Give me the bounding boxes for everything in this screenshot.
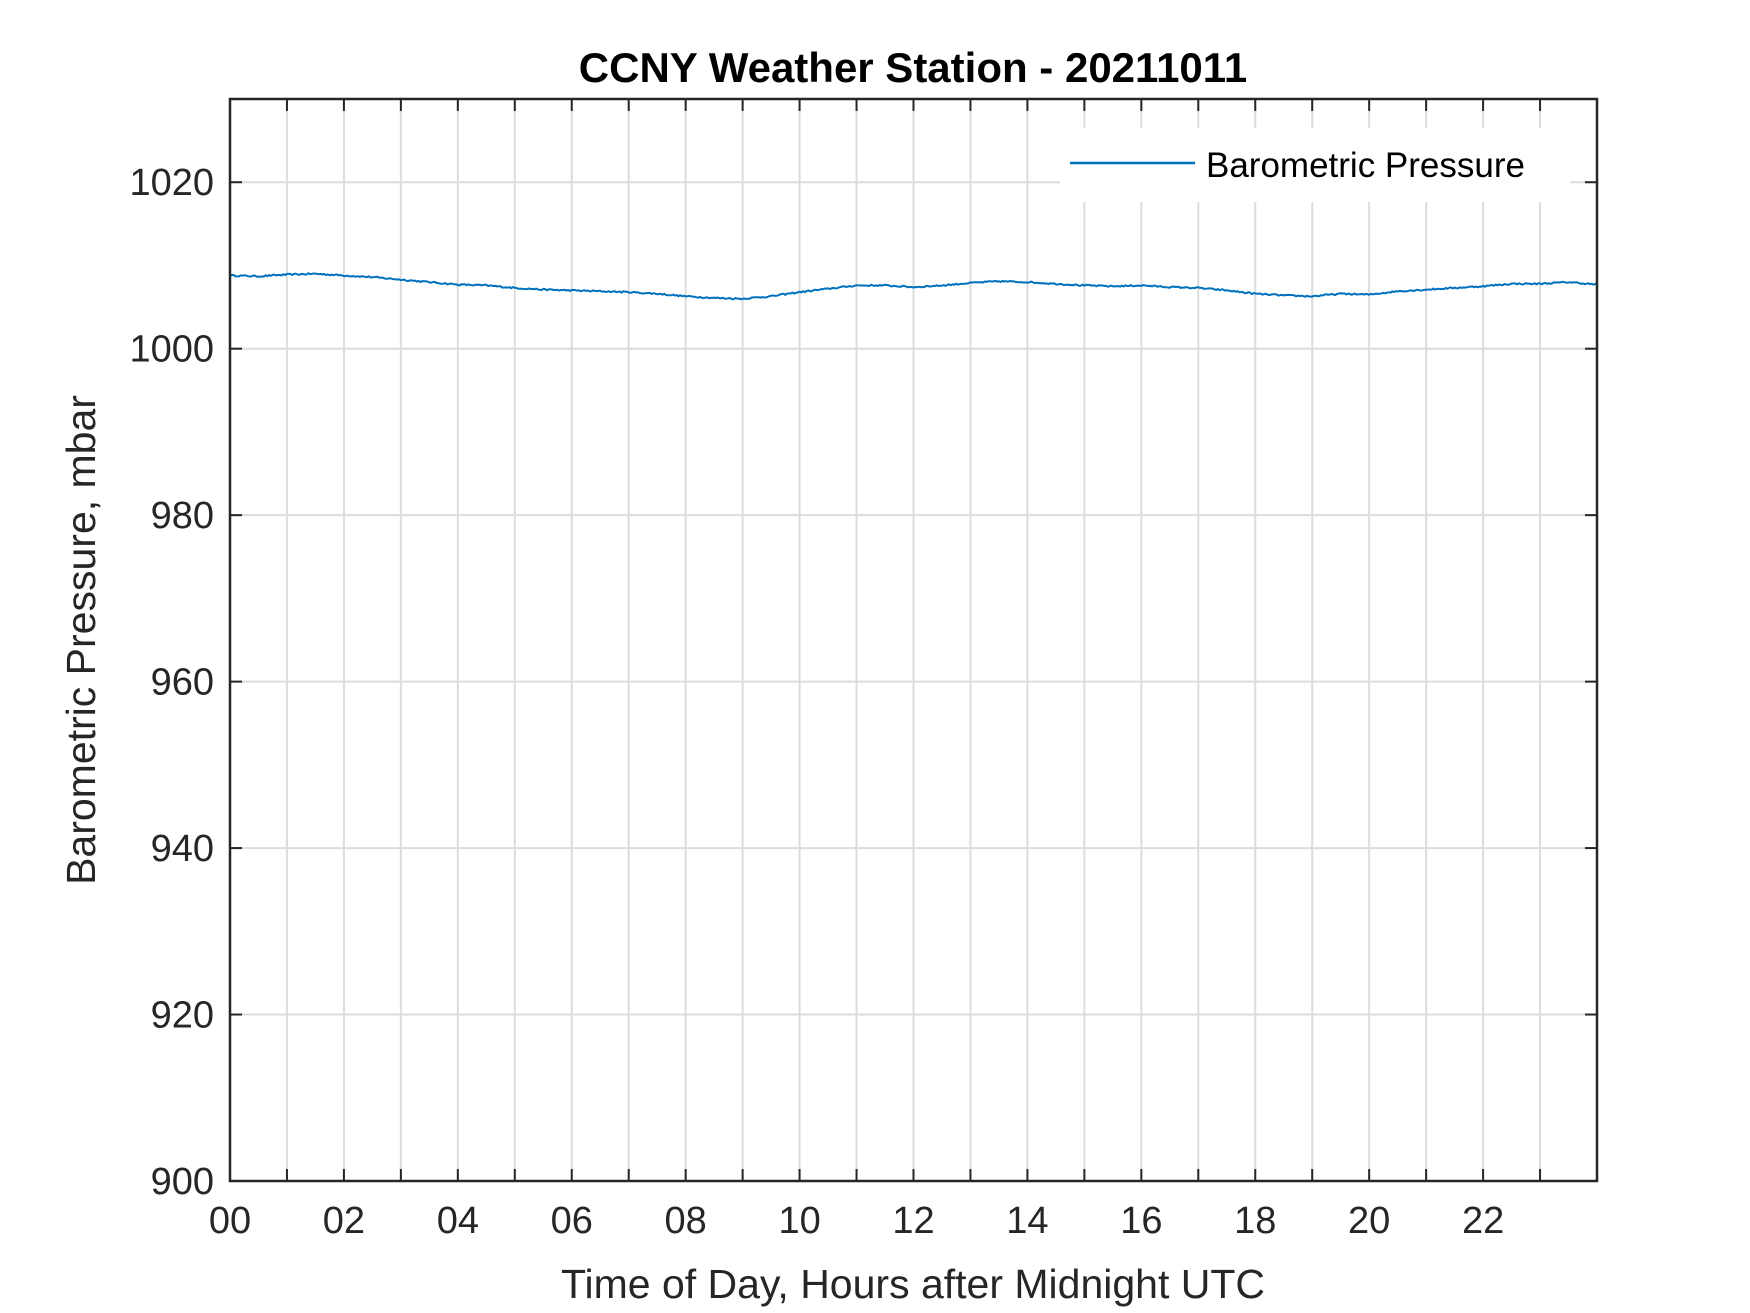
series-line-barometric-pressure [229,272,1598,301]
y-tick-label: 960 [151,662,214,704]
y-axis-label: Barometric Pressure, mbar [58,395,104,885]
y-tick-label: 980 [151,495,214,537]
y-tick-label: 920 [151,995,214,1037]
legend: Barometric Pressure [1060,128,1570,202]
x-axis-label: Time of Day, Hours after Midnight UTC [561,1261,1265,1307]
x-tick-label: 12 [892,1200,934,1242]
x-tick-label: 02 [323,1200,365,1242]
x-tick-label: 16 [1120,1200,1162,1242]
x-tick-label: 22 [1462,1200,1504,1242]
x-tick-label: 14 [1006,1200,1048,1242]
y-tick-label: 900 [151,1161,214,1203]
x-tick-label: 18 [1234,1200,1276,1242]
legend-box [1060,128,1570,202]
x-tick-label: 08 [665,1200,707,1242]
y-tick-label: 940 [151,828,214,870]
y-tick-label: 1020 [129,162,214,204]
chart-title: CCNY Weather Station - 20211011 [579,44,1247,91]
legend-label: Barometric Pressure [1206,146,1525,185]
y-tick-label: 1000 [129,329,214,371]
x-tick-label: 06 [551,1200,593,1242]
x-tick-label: 00 [209,1200,251,1242]
x-tick-label: 04 [437,1200,479,1242]
x-tick-label: 20 [1348,1200,1390,1242]
x-tick-label: 10 [778,1200,820,1242]
